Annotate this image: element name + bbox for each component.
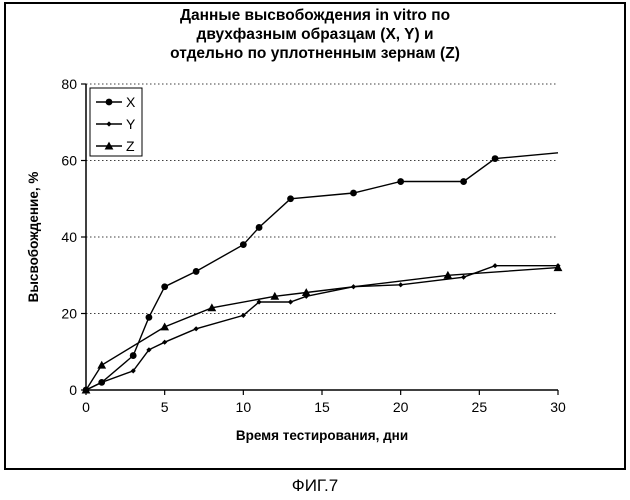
series-X-line <box>86 153 558 390</box>
y-axis-label: Высвобождение, % <box>26 172 41 303</box>
series-Z-point-1 <box>97 361 106 369</box>
series-Z-line <box>86 268 558 390</box>
series-Y <box>83 263 560 393</box>
series-X-point-3 <box>146 314 153 321</box>
series-Z <box>82 263 563 393</box>
series-X-point-5 <box>193 268 200 275</box>
series-Y-point-13 <box>492 263 497 268</box>
figure-caption: ФИГ.7 <box>0 476 630 496</box>
x-tick-label-15: 15 <box>314 399 330 415</box>
series-X-point-10 <box>397 178 404 185</box>
series-Y-point-8 <box>288 299 293 304</box>
y-tick-label-0: 0 <box>69 382 77 398</box>
series-Z-point-2 <box>160 322 169 330</box>
legend-label-Y: Y <box>126 116 136 132</box>
legend-label-Z: Z <box>126 138 135 154</box>
series-X-point-9 <box>350 190 357 197</box>
x-tick-label-25: 25 <box>472 399 488 415</box>
series-X-point-4 <box>161 283 168 290</box>
legend: XYZ <box>90 88 142 156</box>
series <box>82 153 563 394</box>
legend-marker-X <box>106 99 113 106</box>
y-tick-label-20: 20 <box>61 306 77 322</box>
series-Y-point-12 <box>461 275 466 280</box>
series-Y-line <box>86 266 558 390</box>
y-tick-label-80: 80 <box>61 76 77 92</box>
y-tick-label-40: 40 <box>61 229 77 245</box>
series-X-point-12 <box>492 155 499 162</box>
x-tick-label-30: 30 <box>550 399 566 415</box>
x-tick-label-10: 10 <box>236 399 252 415</box>
grid-lines <box>86 84 558 314</box>
x-tick-label-20: 20 <box>393 399 409 415</box>
series-Y-point-5 <box>194 326 199 331</box>
y-tick-label-60: 60 <box>61 153 77 169</box>
series-X-point-8 <box>287 195 294 202</box>
x-tick-label-0: 0 <box>82 399 90 415</box>
series-Y-point-4 <box>162 340 167 345</box>
series-Y-point-11 <box>398 282 403 287</box>
x-axis-label: Время тестирования, дни <box>236 428 408 443</box>
legend-label-X: X <box>126 94 136 110</box>
series-X-point-7 <box>256 224 263 231</box>
series-X-point-2 <box>130 352 137 359</box>
series-X-point-11 <box>460 178 467 185</box>
series-X-point-6 <box>240 241 247 248</box>
x-tick-label-5: 5 <box>161 399 169 415</box>
